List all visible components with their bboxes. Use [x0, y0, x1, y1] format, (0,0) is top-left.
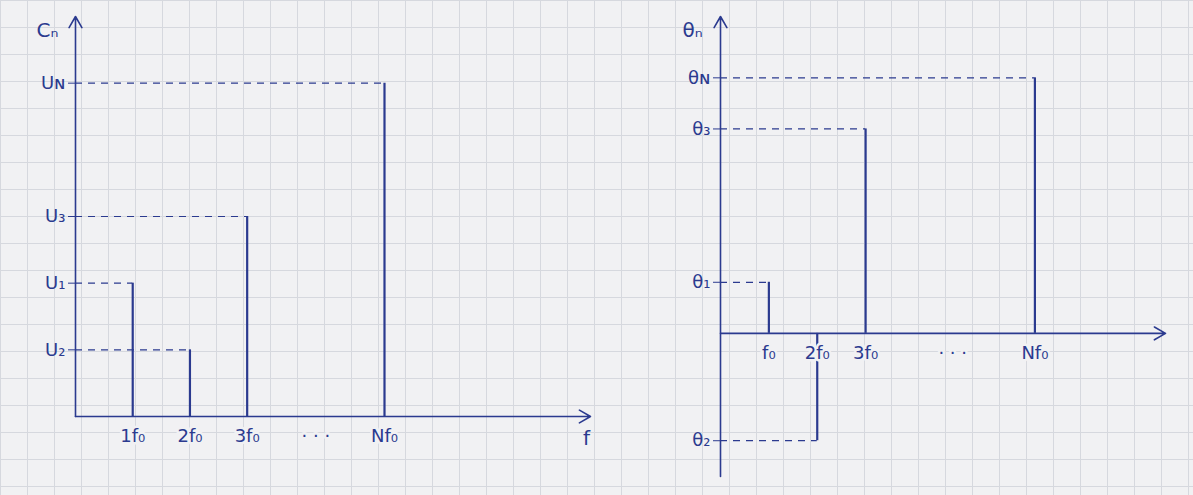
svg-text:θₙ: θₙ — [682, 18, 702, 42]
svg-text:f: f — [583, 426, 591, 450]
svg-text:1f₀: 1f₀ — [120, 425, 145, 446]
svg-text:Uɴ: Uɴ — [41, 72, 66, 93]
svg-text:U₃: U₃ — [45, 205, 65, 226]
svg-text:U₁: U₁ — [45, 272, 65, 293]
svg-text:Nf₀: Nf₀ — [371, 425, 398, 446]
svg-text:3f₀: 3f₀ — [853, 342, 878, 363]
svg-text:3f₀: 3f₀ — [235, 425, 260, 446]
svg-text:· · ·: · · · — [938, 342, 967, 363]
svg-text:Cₙ: Cₙ — [37, 18, 59, 42]
svg-text:θ₃: θ₃ — [692, 118, 710, 139]
svg-text:Nf₀: Nf₀ — [1021, 342, 1048, 363]
svg-text:f₀: f₀ — [762, 342, 776, 363]
svg-text:2f₀: 2f₀ — [177, 425, 202, 446]
svg-text:θ₁: θ₁ — [692, 271, 710, 292]
svg-text:θɴ: θɴ — [688, 67, 710, 88]
svg-text:U₂: U₂ — [45, 339, 65, 360]
svg-text:2f₀: 2f₀ — [805, 342, 830, 363]
svg-text:· · ·: · · · — [302, 425, 331, 446]
svg-text:θ₂: θ₂ — [692, 429, 710, 450]
